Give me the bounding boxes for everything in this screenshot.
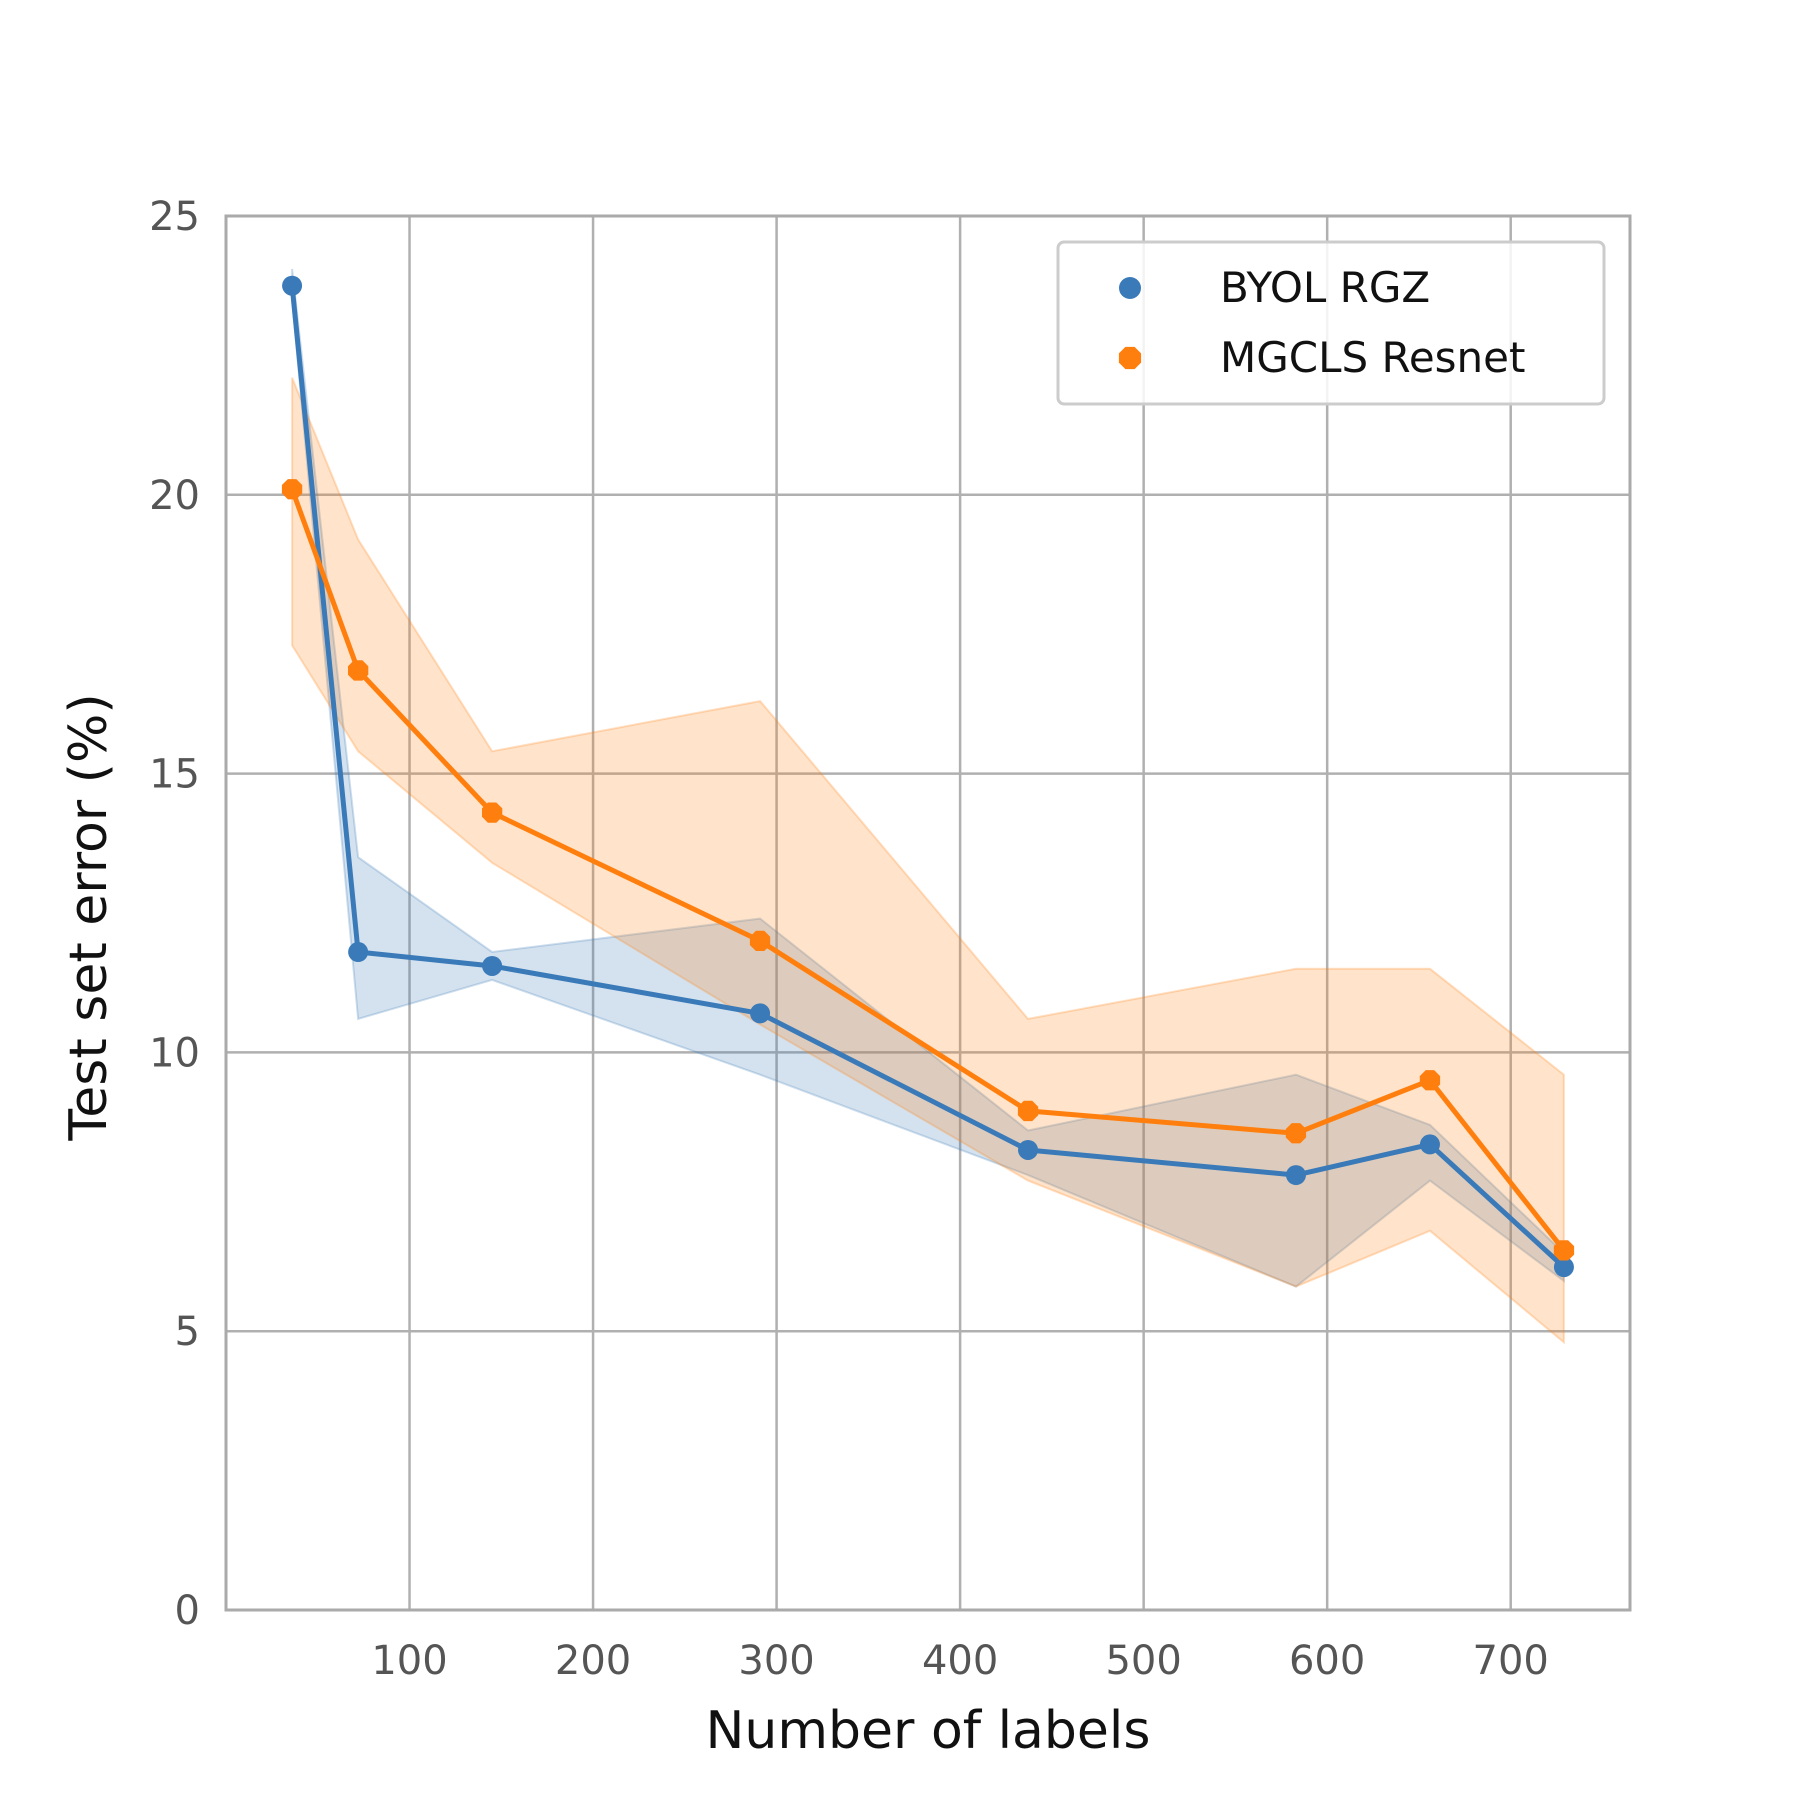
- x-tick-label-300: 300: [738, 1638, 814, 1684]
- point-byol-rgz-5: [1285, 1165, 1306, 1186]
- point-byol-rgz-4: [1018, 1139, 1039, 1160]
- legend-label-byol-rgz: BYOL RGZ: [1220, 263, 1430, 312]
- x-tick-label-500: 500: [1105, 1638, 1181, 1684]
- point-byol-rgz-7: [1553, 1257, 1574, 1278]
- band-byol-rgz: [291, 268, 1565, 1288]
- band-mgcls-resnet: [291, 377, 1565, 1345]
- line-byol-rgz: [289, 283, 1567, 1270]
- series-lines: [289, 283, 1567, 1270]
- y-tick-labels: 0 5 10 15 20 25: [149, 194, 200, 1634]
- point-mgcls-resnet-7: [1553, 1240, 1575, 1261]
- x-axis-label: Number of labels: [706, 1701, 1151, 1761]
- y-tick-label-15: 15: [149, 752, 200, 798]
- plot-frame: [224, 214, 1632, 1612]
- point-mgcls-resnet-2: [482, 802, 503, 823]
- y-tick-label-5: 5: [175, 1309, 200, 1355]
- x-tick-label-600: 600: [1289, 1638, 1365, 1684]
- y-axis-label: Test set error (%): [59, 693, 119, 1141]
- point-byol-rgz-3: [750, 1003, 771, 1024]
- y-tick-label-0: 0: [175, 1588, 200, 1634]
- y-tick-label-25: 25: [149, 194, 200, 240]
- point-mgcls-resnet-3: [749, 930, 771, 951]
- point-byol-rgz-2: [482, 955, 503, 976]
- y-tick-label-10: 10: [149, 1030, 200, 1076]
- point-mgcls-resnet-5: [1285, 1123, 1307, 1144]
- x-tick-label-100: 100: [371, 1638, 447, 1684]
- y-tick-label-20: 20: [149, 473, 200, 519]
- legend-marker-byol-rgz: [1119, 277, 1141, 299]
- point-mgcls-resnet-1: [348, 660, 369, 681]
- point-mgcls-resnet-4: [1017, 1100, 1039, 1122]
- point-mgcls-resnet-6: [1419, 1070, 1441, 1091]
- legend-label-mgcls-resnet: MGCLS Resnet: [1220, 333, 1525, 382]
- legend-marker-mgcls-resnet: [1118, 346, 1142, 370]
- point-byol-rgz-1: [348, 942, 369, 963]
- confidence-bands: [291, 268, 1565, 1345]
- x-tick-label-400: 400: [922, 1638, 998, 1684]
- x-tick-label-700: 700: [1473, 1638, 1549, 1684]
- point-byol-rgz-6: [1419, 1134, 1440, 1155]
- legend-box: [1056, 240, 1606, 406]
- legend: BYOL RGZ MGCLS Resnet: [1056, 240, 1606, 406]
- series-markers: [281, 275, 1575, 1278]
- point-mgcls-resnet-0: [281, 479, 303, 500]
- x-tick-labels: 100 200 300 400 500 600 700: [371, 1638, 1549, 1684]
- line-mgcls-resnet: [289, 486, 1567, 1253]
- x-tick-label-200: 200: [555, 1638, 631, 1684]
- point-byol-rgz-0: [282, 275, 303, 296]
